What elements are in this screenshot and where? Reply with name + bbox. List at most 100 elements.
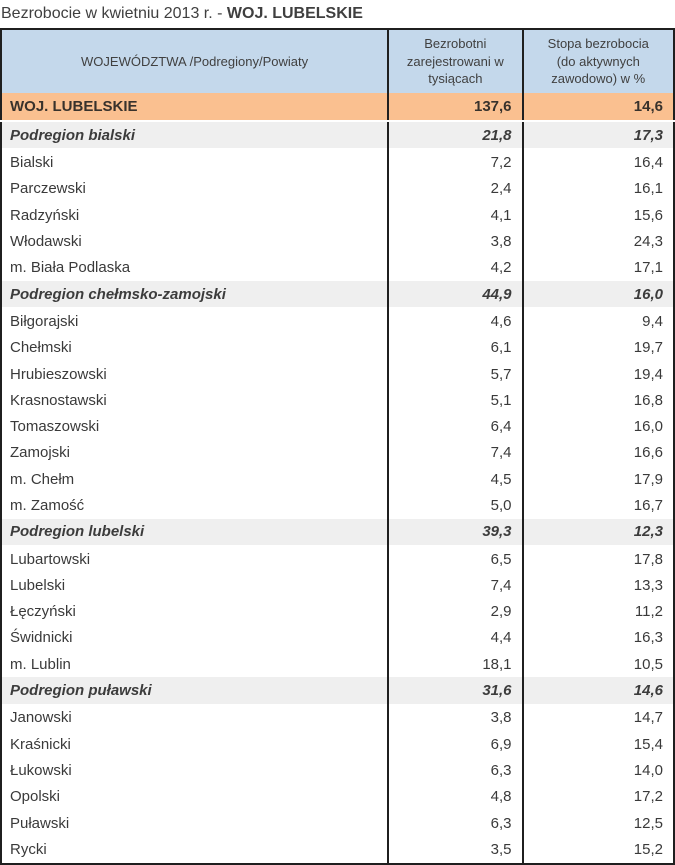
cell-rate: 16,8: [521, 387, 674, 414]
cell-rate: 16,0: [521, 280, 674, 309]
page-title: Bezrobocie w kwietniu 2013 r. - WOJ. LUB…: [0, 0, 675, 28]
cell-name: Opolski: [1, 783, 389, 810]
table-row: Lubelski 7,4 13,3: [1, 572, 674, 599]
table-row: Krasnostawski 5,1 16,8: [1, 387, 674, 414]
cell-rate: 16,6: [521, 439, 674, 467]
cell-rate: 17,3: [521, 121, 674, 150]
cell-unemployed: 4,5: [387, 466, 523, 493]
cell-unemployed: 6,1: [387, 334, 523, 361]
cell-name: Bialski: [1, 148, 389, 176]
cell-rate: 14,0: [521, 757, 674, 784]
table-row: Podregion lubelski 39,3 12,3: [1, 518, 674, 546]
table-row: Podregion puławski 31,6 14,6: [1, 677, 674, 705]
cell-rate: 9,4: [521, 307, 674, 335]
table-row: Zamojski 7,4 16,6: [1, 439, 674, 467]
cell-name: Krasnostawski: [1, 387, 389, 414]
table-row: Opolski 4,8 17,2: [1, 783, 674, 810]
table-row: Rycki 3,5 15,2: [1, 836, 674, 864]
cell-unemployed: 31,6: [387, 677, 523, 705]
cell-name: Łukowski: [1, 757, 389, 784]
cell-unemployed: 3,5: [387, 836, 523, 864]
cell-name: Biłgorajski: [1, 307, 389, 335]
cell-rate: 12,5: [521, 809, 674, 837]
cell-unemployed: 5,0: [387, 492, 523, 519]
cell-name: Rycki: [1, 836, 389, 864]
table-row: Bialski 7,2 16,4: [1, 148, 674, 176]
cell-name: Tomaszowski: [1, 413, 389, 440]
cell-name: m. Lublin: [1, 651, 389, 678]
cell-rate: 16,3: [521, 624, 674, 652]
cell-name: Lubelski: [1, 572, 389, 599]
cell-unemployed: 4,2: [387, 254, 523, 281]
cell-rate: 17,1: [521, 254, 674, 281]
table-row: Łęczyński 2,9 11,2: [1, 598, 674, 625]
cell-name: Kraśnicki: [1, 731, 389, 758]
cell-name: Chełmski: [1, 334, 389, 361]
cell-rate: 16,4: [521, 148, 674, 176]
cell-unemployed: 6,3: [387, 757, 523, 784]
table-row: m. Lublin 18,1 10,5: [1, 651, 674, 678]
table-row: m. Chełm 4,5 17,9: [1, 466, 674, 493]
table-row: m. Biała Podlaska 4,2 17,1: [1, 254, 674, 281]
cell-name: WOJ. LUBELSKIE: [1, 93, 389, 123]
cell-name: Podregion chełmsko-zamojski: [1, 280, 389, 309]
cell-unemployed: 44,9: [387, 280, 523, 309]
cell-name: Radzyński: [1, 202, 389, 229]
table-body: WOJ. LUBELSKIE 137,6 14,6 Podregion bialski…: [1, 93, 674, 864]
cell-rate: 13,3: [521, 572, 674, 599]
cell-name: Zamojski: [1, 439, 389, 467]
cell-unemployed: 3,8: [387, 228, 523, 255]
cell-rate: 19,4: [521, 360, 674, 388]
table-row: Radzyński 4,1 15,6: [1, 202, 674, 229]
table-header: WOJEWÓDZTWA /Podregiony/Powiaty Bezrobot…: [1, 29, 674, 94]
table-row: Puławski 6,3 12,5: [1, 809, 674, 837]
table-row: Janowski 3,8 14,7: [1, 704, 674, 732]
table-row: Biłgorajski 4,6 9,4: [1, 307, 674, 335]
cell-unemployed: 6,3: [387, 809, 523, 837]
table-row: Podregion chełmsko-zamojski 44,9 16,0: [1, 280, 674, 309]
cell-rate: 15,2: [521, 836, 674, 864]
cell-rate: 14,6: [521, 93, 674, 123]
cell-unemployed: 6,9: [387, 731, 523, 758]
table-row: Podregion bialski 21,8 17,3: [1, 121, 674, 150]
cell-rate: 12,3: [521, 518, 674, 546]
cell-name: Puławski: [1, 809, 389, 837]
cell-rate: 14,6: [521, 677, 674, 705]
cell-rate: 11,2: [521, 598, 674, 625]
table-row: WOJ. LUBELSKIE 137,6 14,6: [1, 93, 674, 123]
cell-unemployed: 5,1: [387, 387, 523, 414]
cell-rate: 16,7: [521, 492, 674, 519]
cell-name: m. Chełm: [1, 466, 389, 493]
cell-unemployed: 7,4: [387, 439, 523, 467]
cell-rate: 15,6: [521, 202, 674, 229]
column-header-unemployed: Bezrobotni zarejestrowani w tysiącach: [387, 29, 523, 94]
page-title-region: WOJ. LUBELSKIE: [226, 5, 363, 22]
cell-name: Podregion lubelski: [1, 518, 389, 546]
cell-name: Hrubieszowski: [1, 360, 389, 388]
table-row: Łukowski 6,3 14,0: [1, 757, 674, 784]
cell-rate: 14,7: [521, 704, 674, 732]
column-header-rate: Stopa bezrobocia (do aktywnych zawodowo)…: [521, 29, 674, 94]
cell-unemployed: 4,6: [387, 307, 523, 335]
cell-name: Łęczyński: [1, 598, 389, 625]
cell-rate: 16,1: [521, 175, 674, 203]
unemployment-table: WOJEWÓDZTWA /Podregiony/Powiaty Bezrobot…: [0, 28, 675, 865]
cell-name: Parczewski: [1, 175, 389, 203]
column-header-region: WOJEWÓDZTWA /Podregiony/Powiaty: [1, 29, 389, 94]
cell-rate: 10,5: [521, 651, 674, 678]
cell-name: m. Zamość: [1, 492, 389, 519]
cell-unemployed: 4,8: [387, 783, 523, 810]
cell-name: Podregion puławski: [1, 677, 389, 705]
cell-unemployed: 2,4: [387, 175, 523, 203]
cell-unemployed: 2,9: [387, 598, 523, 625]
cell-name: Włodawski: [1, 228, 389, 255]
cell-name: m. Biała Podlaska: [1, 254, 389, 281]
cell-rate: 15,4: [521, 731, 674, 758]
table-row: Kraśnicki 6,9 15,4: [1, 731, 674, 758]
cell-name: Janowski: [1, 704, 389, 732]
page-title-prefix: Bezrobocie w kwietniu 2013 r. -: [1, 5, 227, 22]
cell-unemployed: 4,4: [387, 624, 523, 652]
table-row: Chełmski 6,1 19,7: [1, 334, 674, 361]
cell-unemployed: 39,3: [387, 518, 523, 546]
cell-rate: 17,8: [521, 545, 674, 573]
